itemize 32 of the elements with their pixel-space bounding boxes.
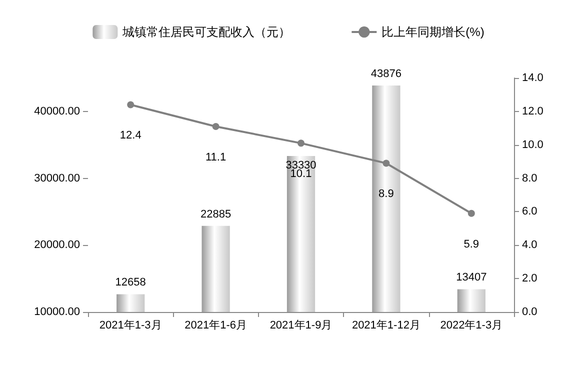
y-tick-label: 40000.00 [34, 105, 80, 118]
data-label: 43876 [370, 68, 402, 80]
x-tick-label: 2022年1-3月 [440, 320, 503, 332]
y-tick-label: 30000.00 [34, 172, 80, 184]
y-tick-label: 10000.00 [34, 306, 80, 318]
y2-tick-label: 4.0 [522, 239, 538, 252]
x-tick-label: 2021年1-6月 [184, 320, 247, 332]
data-label: 5.9 [464, 238, 480, 250]
y2-tick-label: 10.0 [522, 138, 544, 151]
data-label: 12.4 [120, 130, 142, 142]
y2-tick-label: 2.0 [522, 272, 538, 285]
point [382, 160, 390, 167]
y2-tick-label: 6.0 [522, 206, 538, 218]
data-label: 11.1 [206, 151, 226, 164]
legend-label: 比上年同期增长(%) [382, 25, 484, 39]
y2-tick-label: 12.0 [522, 105, 544, 118]
data-label: 13407 [456, 272, 487, 284]
data-label: 22885 [200, 208, 232, 220]
x-tick-label: 2021年1-9月 [270, 320, 332, 332]
x-tick-label: 2021年1-3月 [99, 320, 162, 332]
x-tick-label: 2021年1-12月 [352, 320, 420, 332]
point [468, 210, 475, 217]
point [127, 101, 134, 108]
data-label: 8.9 [378, 188, 394, 200]
point [212, 122, 220, 130]
point [298, 140, 304, 147]
legend-label: 城镇常住居民可支配收入（元） [122, 25, 291, 39]
y2-tick-label: 0.0 [522, 306, 538, 318]
y2-tick-label: 14.0 [522, 72, 544, 84]
y-tick-label: 20000.00 [34, 239, 80, 252]
data-label: 12658 [115, 276, 146, 289]
y2-tick-label: 8.0 [522, 172, 538, 184]
